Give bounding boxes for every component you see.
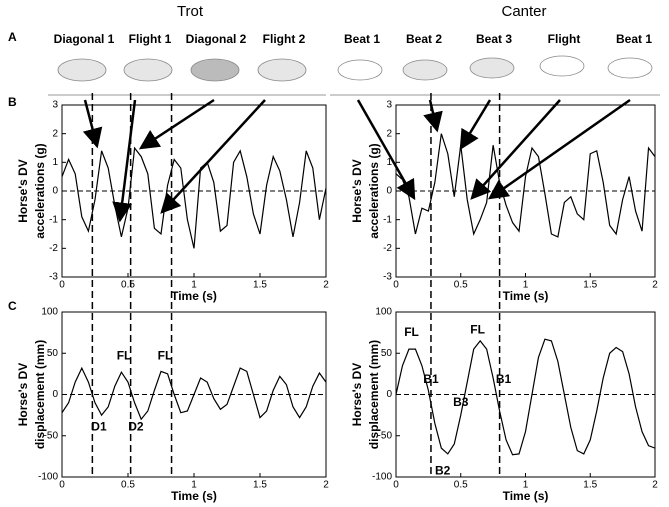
phase-label: Beat 1	[616, 32, 652, 46]
y-tick-label: -2	[383, 243, 392, 254]
y-tick-label: -1	[49, 214, 58, 225]
annotation: B2	[435, 463, 451, 477]
x-tick-label: 1.5	[253, 480, 267, 491]
x-tick-label: 1	[523, 480, 529, 491]
phase-label: Beat 1	[344, 32, 380, 46]
y-tick-label: -2	[49, 243, 58, 254]
annotation: D2	[128, 420, 144, 434]
data-line	[61, 146, 327, 249]
phase-label: Flight 2	[263, 32, 306, 46]
annotation: FL	[470, 322, 485, 336]
x-tick-label: 0	[59, 480, 65, 491]
y-tick-label: 3	[52, 100, 58, 111]
y-tick-label: -100	[38, 472, 58, 483]
panel-label: B	[8, 95, 17, 109]
x-tick-label: 0	[393, 280, 399, 291]
x-tick-label: 2	[323, 480, 329, 491]
y-tick-label: -3	[383, 272, 392, 283]
y-axis-label: Horse's DV	[350, 363, 364, 427]
y-axis-label: displacement (mm)	[33, 340, 47, 449]
x-tick-label: 1	[523, 280, 529, 291]
x-tick-label: 0	[59, 280, 65, 291]
x-tick-label: 2	[652, 480, 658, 491]
x-tick-label: 1.5	[253, 280, 267, 291]
phase-label: Beat 2	[406, 32, 442, 46]
panel-label: A	[8, 30, 17, 44]
y-axis-label: accelerations (g)	[367, 143, 381, 238]
y-tick-label: 100	[41, 307, 58, 318]
y-axis-label: Horse's DV	[16, 363, 30, 427]
annotation: D1	[91, 420, 107, 434]
x-tick-label: 1.5	[583, 280, 597, 291]
data-line	[395, 338, 656, 456]
y-tick-label: -3	[49, 272, 58, 283]
y-axis-label: accelerations (g)	[33, 143, 47, 238]
y-tick-label: -50	[44, 430, 59, 441]
phase-label: Beat 3	[476, 32, 512, 46]
annotation: FL	[404, 325, 419, 339]
y-tick-label: -1	[383, 214, 392, 225]
phase-label: Flight 1	[129, 32, 172, 46]
y-tick-label: 2	[52, 128, 58, 139]
x-tick-label: 1	[191, 480, 197, 491]
y-tick-label: -50	[378, 430, 393, 441]
data-line	[61, 366, 327, 421]
y-tick-label: 2	[386, 128, 392, 139]
x-tick-label: 0	[393, 480, 399, 491]
data-line	[395, 133, 656, 238]
x-axis-label: Time (s)	[171, 489, 217, 503]
y-tick-label: 3	[386, 100, 392, 111]
phase-label: Diagonal 2	[186, 32, 247, 46]
annotation: FL	[158, 349, 173, 363]
annotation: B3	[453, 395, 469, 409]
y-tick-label: 50	[381, 348, 393, 359]
panel-label: C	[8, 299, 17, 313]
x-tick-label: 0.5	[121, 480, 135, 491]
y-tick-label: 100	[375, 307, 392, 318]
annotation: FL	[117, 349, 132, 363]
arrows	[82, 98, 631, 223]
x-axis-label: Time (s)	[171, 289, 217, 303]
y-tick-label: 50	[47, 348, 59, 359]
annotation: B1	[423, 372, 439, 386]
y-axis-label: Horse's DV	[16, 159, 30, 223]
x-tick-label: 2	[323, 280, 329, 291]
x-axis-label: Time (s)	[503, 289, 549, 303]
y-axis-label: displacement (mm)	[367, 340, 381, 449]
phase-label: Flight	[548, 32, 581, 46]
x-tick-label: 0.5	[454, 280, 468, 291]
phase-label: Diagonal 1	[54, 32, 115, 46]
y-axis-label: Horse's DV	[350, 159, 364, 223]
y-tick-label: 0	[52, 186, 58, 197]
column-title: Trot	[177, 3, 204, 20]
y-tick-label: 0	[386, 389, 392, 400]
annotation: B1	[496, 372, 512, 386]
y-tick-label: -100	[372, 472, 392, 483]
x-tick-label: 0.5	[121, 280, 135, 291]
column-title: Canter	[501, 3, 546, 20]
y-tick-label: 0	[52, 389, 58, 400]
y-tick-label: 1	[52, 157, 58, 168]
x-tick-label: 0.5	[454, 480, 468, 491]
x-axis-label: Time (s)	[503, 489, 549, 503]
x-tick-label: 1.5	[583, 480, 597, 491]
y-tick-label: 0	[386, 186, 392, 197]
y-tick-label: 1	[386, 157, 392, 168]
x-tick-label: 2	[652, 280, 658, 291]
x-tick-label: 1	[191, 280, 197, 291]
horse-strip	[48, 55, 660, 96]
